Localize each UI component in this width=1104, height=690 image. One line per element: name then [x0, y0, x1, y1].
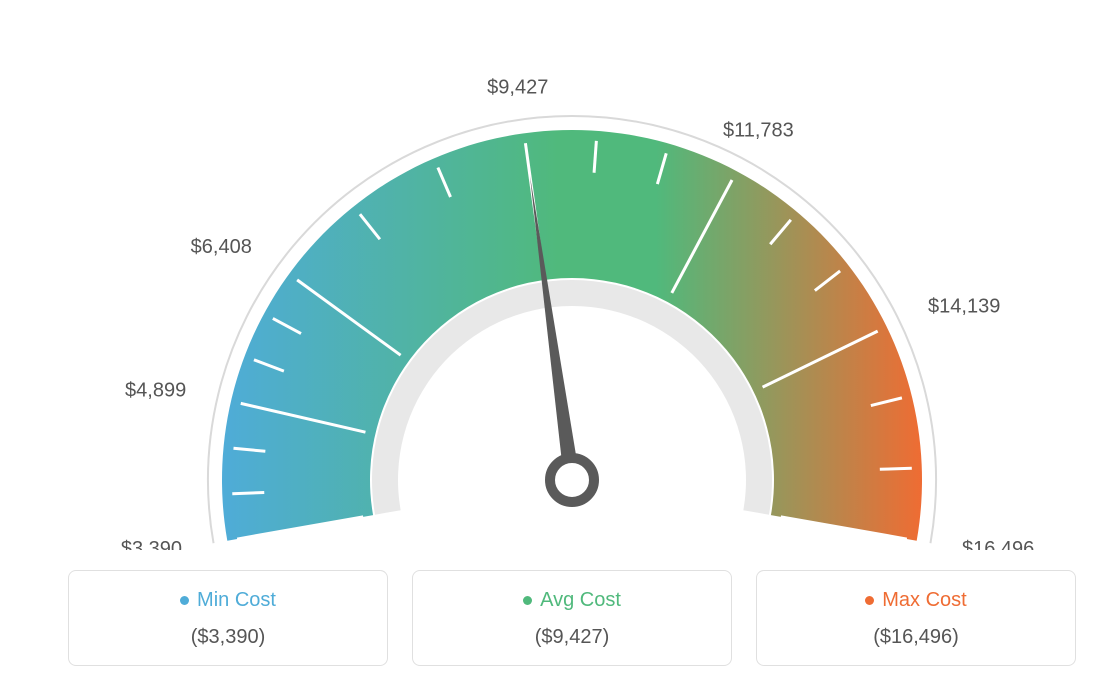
gauge-minor-tick — [232, 492, 264, 493]
legend-value-min: ($3,390) — [81, 626, 375, 649]
legend-dot-avg — [523, 596, 532, 605]
legend-label-avg: Avg Cost — [540, 589, 621, 612]
gauge-tick-label: $11,783 — [723, 120, 794, 142]
legend-value-max: ($16,496) — [769, 626, 1063, 649]
gauge-chart: $3,390 $4,899 $6,408 $9,427 $11,783 $14,139 $1… — [20, 20, 1104, 550]
chart-container: $3,390 $4,899 $6,408 $9,427 $11,783 $14,139 $1… — [20, 20, 1104, 666]
gauge-tick-label: $14,139 — [928, 296, 1000, 318]
gauge-tick-label: $3,390 — [121, 538, 182, 550]
legend-card-max: Max Cost ($16,496) — [756, 570, 1076, 666]
legend-dot-min — [180, 596, 189, 605]
legend-value-avg: ($9,427) — [425, 626, 719, 649]
gauge-tick-label: $6,408 — [191, 236, 252, 258]
legend-row: Min Cost ($3,390) Avg Cost ($9,427) Max … — [20, 570, 1104, 666]
gauge-tick-label: $4,899 — [125, 380, 186, 402]
gauge-needle-hub — [550, 458, 594, 502]
gauge-tick-label: $9,427 — [487, 77, 548, 99]
legend-card-min: Min Cost ($3,390) — [68, 570, 388, 666]
legend-label-max: Max Cost — [882, 589, 966, 612]
gauge-minor-tick — [880, 468, 912, 469]
gauge-tick-label: $16,496 — [962, 538, 1034, 550]
legend-card-avg: Avg Cost ($9,427) — [412, 570, 732, 666]
legend-label-min: Min Cost — [197, 589, 276, 612]
legend-dot-max — [865, 596, 874, 605]
